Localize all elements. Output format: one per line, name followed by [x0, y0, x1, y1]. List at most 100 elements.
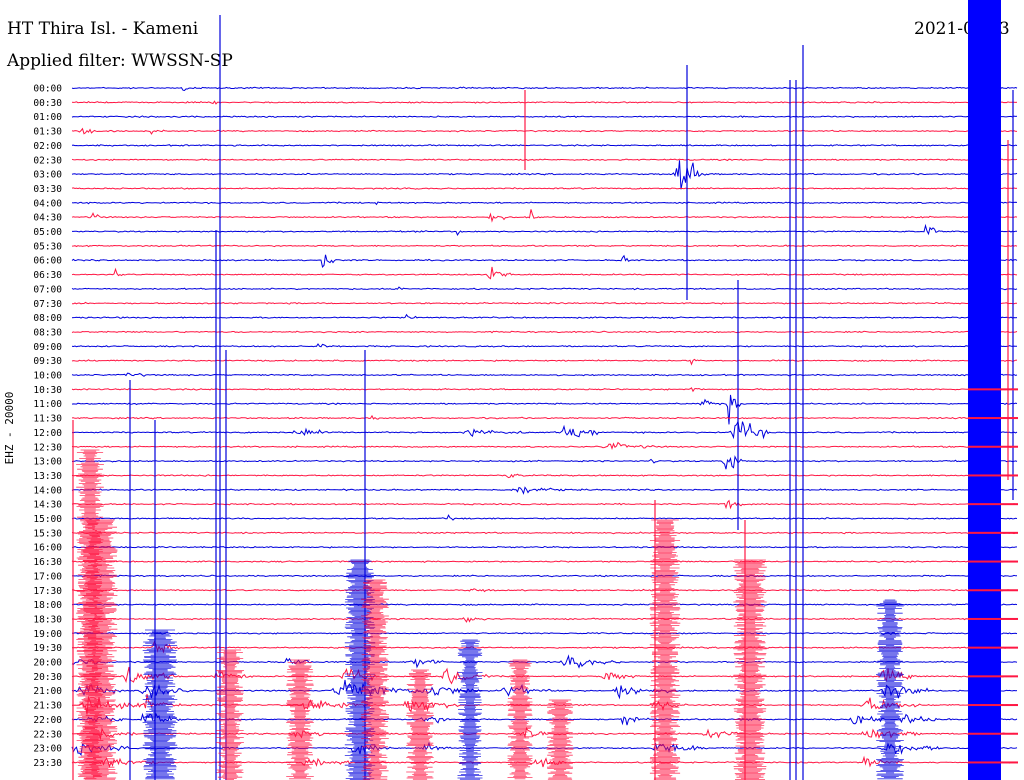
row-label-0600: 06:00 — [33, 256, 62, 267]
trace-row-0900 — [71, 343, 1018, 348]
row-label-0900: 09:00 — [33, 342, 62, 353]
event-burst-4 — [286, 659, 314, 780]
trace-row-0430 — [71, 209, 1018, 223]
saturated-red-line — [968, 675, 1018, 678]
row-label-0230: 02:30 — [33, 155, 62, 166]
saturated-red-line — [968, 445, 1018, 448]
trace-row-0700 — [71, 286, 1018, 291]
saturated-red-line — [968, 531, 1018, 534]
trace-row-0500 — [72, 223, 1018, 236]
saturated-red-line — [968, 560, 1018, 563]
trace-row-2330 — [71, 755, 1018, 769]
row-label-2300: 23:00 — [33, 744, 62, 755]
trace-row-1730 — [72, 588, 1018, 593]
row-label-0130: 01:30 — [33, 127, 62, 138]
trace-row-2000 — [71, 654, 1018, 669]
row-label-0700: 07:00 — [33, 284, 62, 295]
trace-row-1400 — [71, 486, 1018, 495]
row-label-0500: 05:00 — [33, 227, 62, 238]
row-label-0100: 01:00 — [33, 112, 62, 123]
trace-row-1530 — [71, 531, 1018, 535]
trace-row-0330 — [71, 187, 1018, 190]
saturated-red-line — [968, 388, 1018, 391]
trace-row-0000 — [71, 86, 1018, 92]
trace-row-0130 — [71, 127, 1018, 135]
trace-row-2030 — [71, 666, 1018, 685]
trace-row-2130 — [72, 694, 1018, 715]
trace-row-1130 — [71, 414, 1018, 420]
trace-row-0530 — [71, 244, 1018, 248]
row-label-2030: 20:30 — [33, 672, 62, 683]
event-burst-8 — [457, 639, 483, 780]
trace-row-0730 — [71, 301, 1018, 305]
trace-row-1500 — [71, 514, 1018, 521]
row-labels: 00:00 00:30 01:00 01:30 02:00 02:30 03:00 03:30… — [33, 84, 62, 769]
saturated-red-line — [968, 417, 1018, 420]
event-burst-5 — [344, 559, 376, 780]
row-label-0000: 00:00 — [33, 84, 62, 95]
trace-row-1030 — [71, 387, 1018, 393]
saturated-red-line — [968, 761, 1018, 764]
saturated-red-line — [968, 617, 1018, 620]
event-burst-10 — [546, 699, 574, 780]
event-burst-12 — [733, 559, 767, 780]
trace-row-1200 — [72, 419, 1018, 440]
event-burst-6 — [361, 579, 389, 780]
row-label-2000: 20:00 — [33, 658, 62, 669]
trace-row-0630 — [71, 266, 1018, 280]
event-burst-2 — [142, 629, 178, 780]
trace-row-2200 — [71, 712, 1018, 726]
trace-row-1300 — [71, 455, 1018, 470]
trace-row-1700 — [71, 574, 1018, 578]
trace-row-1000 — [71, 372, 1018, 377]
filter-label: Applied filter: WWSSN-SP — [7, 51, 233, 71]
row-label-2100: 21:00 — [33, 686, 62, 697]
row-label-1200: 12:00 — [33, 428, 62, 439]
trace-row-1800 — [71, 603, 1018, 607]
trace-row-1430 — [71, 499, 1017, 510]
row-label-0430: 04:30 — [33, 213, 62, 224]
row-label-1100: 11:00 — [33, 399, 62, 410]
event-burst-7 — [406, 669, 434, 780]
saturated-red-line — [968, 646, 1018, 649]
trace-row-0930 — [71, 358, 1018, 366]
saturated-red-line — [968, 704, 1018, 707]
row-label-0530: 05:30 — [33, 241, 62, 252]
trace-row-0800 — [71, 313, 1018, 320]
trace-row-1600 — [71, 545, 1018, 549]
trace-row-1230 — [71, 441, 1018, 450]
trace-row-2230 — [71, 726, 1018, 741]
event-burst-11 — [649, 519, 681, 780]
trace-row-0100 — [71, 115, 1018, 119]
row-label-1830: 18:30 — [33, 614, 62, 625]
row-label-0930: 09:30 — [33, 356, 62, 367]
overlay-layer — [72, 0, 1018, 780]
trace-row-0830 — [71, 330, 1018, 334]
row-label-1500: 15:00 — [33, 514, 62, 525]
row-label-0300: 03:00 — [33, 170, 62, 181]
trace-row-2300 — [71, 741, 1018, 756]
trace-row-1900 — [71, 632, 1018, 635]
row-label-1230: 12:30 — [33, 442, 62, 453]
event-burst-3 — [216, 649, 244, 780]
row-label-1000: 10:00 — [33, 371, 62, 382]
row-label-2330: 23:30 — [33, 758, 62, 769]
row-label-1700: 17:00 — [33, 571, 62, 582]
saturated-red-line — [968, 589, 1018, 592]
row-label-0030: 00:30 — [33, 98, 62, 109]
saturated-red-line — [968, 503, 1018, 506]
trace-row-1930 — [72, 640, 1018, 654]
row-label-0630: 06:30 — [33, 270, 62, 281]
row-label-1630: 16:30 — [33, 557, 62, 568]
trace-row-0030 — [71, 100, 1018, 105]
trace-row-1630 — [71, 560, 1017, 563]
row-label-2230: 22:30 — [33, 729, 62, 740]
row-label-1130: 11:30 — [33, 414, 62, 425]
trace-row-1100 — [71, 394, 1018, 425]
row-label-1330: 13:30 — [33, 471, 62, 482]
event-burst-1 — [82, 519, 118, 780]
row-label-1600: 16:00 — [33, 543, 62, 554]
row-label-0730: 07:30 — [33, 299, 62, 310]
row-label-0800: 08:00 — [33, 313, 62, 324]
trace-row-2100 — [71, 679, 1018, 700]
